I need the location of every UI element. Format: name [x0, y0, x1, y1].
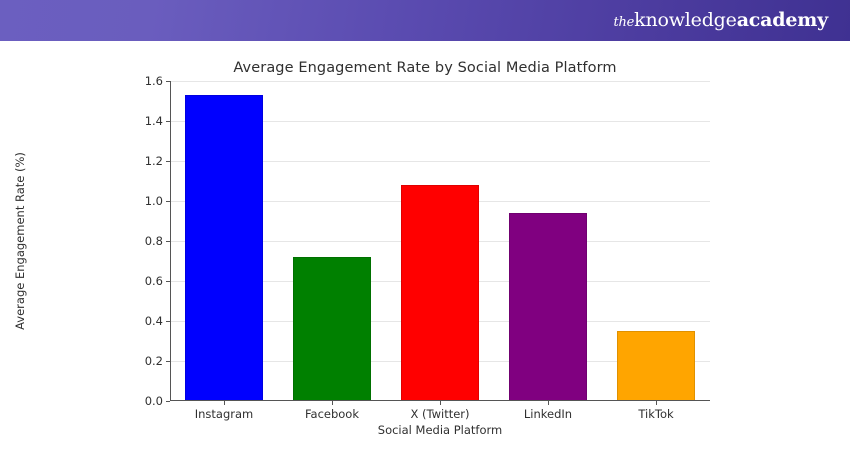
y-tick-label: 0.0 — [144, 394, 163, 408]
chart-figure: Average Engagement Rate by Social Media … — [0, 43, 850, 450]
plot-area: 0.0 0.2 0.4 0.6 0.8 1.0 1.2 1.4 1.6 Instagram Fac… — [145, 74, 710, 421]
chart-title: Average Engagement Rate by Social Media … — [233, 60, 617, 76]
gridline — [170, 121, 710, 122]
y-tick-label: 1.0 — [144, 194, 163, 208]
x-tick-mark — [332, 401, 333, 405]
y-tick-mark — [166, 241, 170, 242]
x-tick-label: TikTok — [638, 407, 674, 421]
y-tick-mark — [166, 161, 170, 162]
bar-x-twitter — [401, 185, 479, 401]
logo-word-academy: academy — [736, 9, 829, 31]
y-axis-label-text: Average Engagement Rate (%) — [13, 152, 27, 330]
banner-divider — [0, 41, 850, 43]
y-tick-label: 1.6 — [144, 74, 163, 88]
x-tick-mark — [656, 401, 657, 405]
logo-word-knowledge: knowledge — [634, 9, 737, 31]
bar-instagram — [185, 95, 263, 401]
y-tick-mark — [166, 401, 170, 402]
y-axis-label: Average Engagement Rate (%) — [12, 81, 28, 401]
y-tick-mark — [166, 361, 170, 362]
y-tick-mark — [166, 201, 170, 202]
y-tick-label: 1.4 — [144, 114, 163, 128]
gridline — [170, 81, 710, 82]
y-tick-label: 0.2 — [144, 354, 163, 368]
x-tick-label: Instagram — [194, 407, 254, 421]
y-tick-label: 0.6 — [144, 274, 163, 288]
y-tick-label: 0.4 — [144, 314, 163, 328]
knowledge-academy-logo: theknowledgeacademy — [613, 11, 828, 30]
logo-word-the: the — [613, 15, 635, 30]
y-tick-label: 1.2 — [144, 154, 163, 168]
brand-banner: theknowledgeacademy — [0, 0, 850, 41]
x-tick-label: X (Twitter) — [410, 407, 470, 421]
x-tick-label: LinkedIn — [523, 407, 573, 421]
y-tick-mark — [166, 321, 170, 322]
bars-group: Instagram Facebook X (Twitter) LinkedIn TikT… — [170, 81, 710, 421]
y-tick-mark — [166, 281, 170, 282]
x-axis-line — [170, 400, 710, 401]
x-tick-mark — [224, 401, 225, 405]
y-tick-mark — [166, 81, 170, 82]
x-axis-label: Social Media Platform — [377, 423, 503, 437]
x-tick-label: Facebook — [304, 407, 360, 421]
gridline — [170, 161, 710, 162]
x-tick-mark — [548, 401, 549, 405]
bar-linkedin — [509, 213, 587, 401]
x-tick-mark — [440, 401, 441, 405]
y-tick-label: 0.8 — [144, 234, 163, 248]
bar-tiktok — [617, 331, 695, 401]
bar-facebook — [293, 257, 371, 401]
y-tick-mark — [166, 121, 170, 122]
y-axis-line — [170, 81, 171, 401]
